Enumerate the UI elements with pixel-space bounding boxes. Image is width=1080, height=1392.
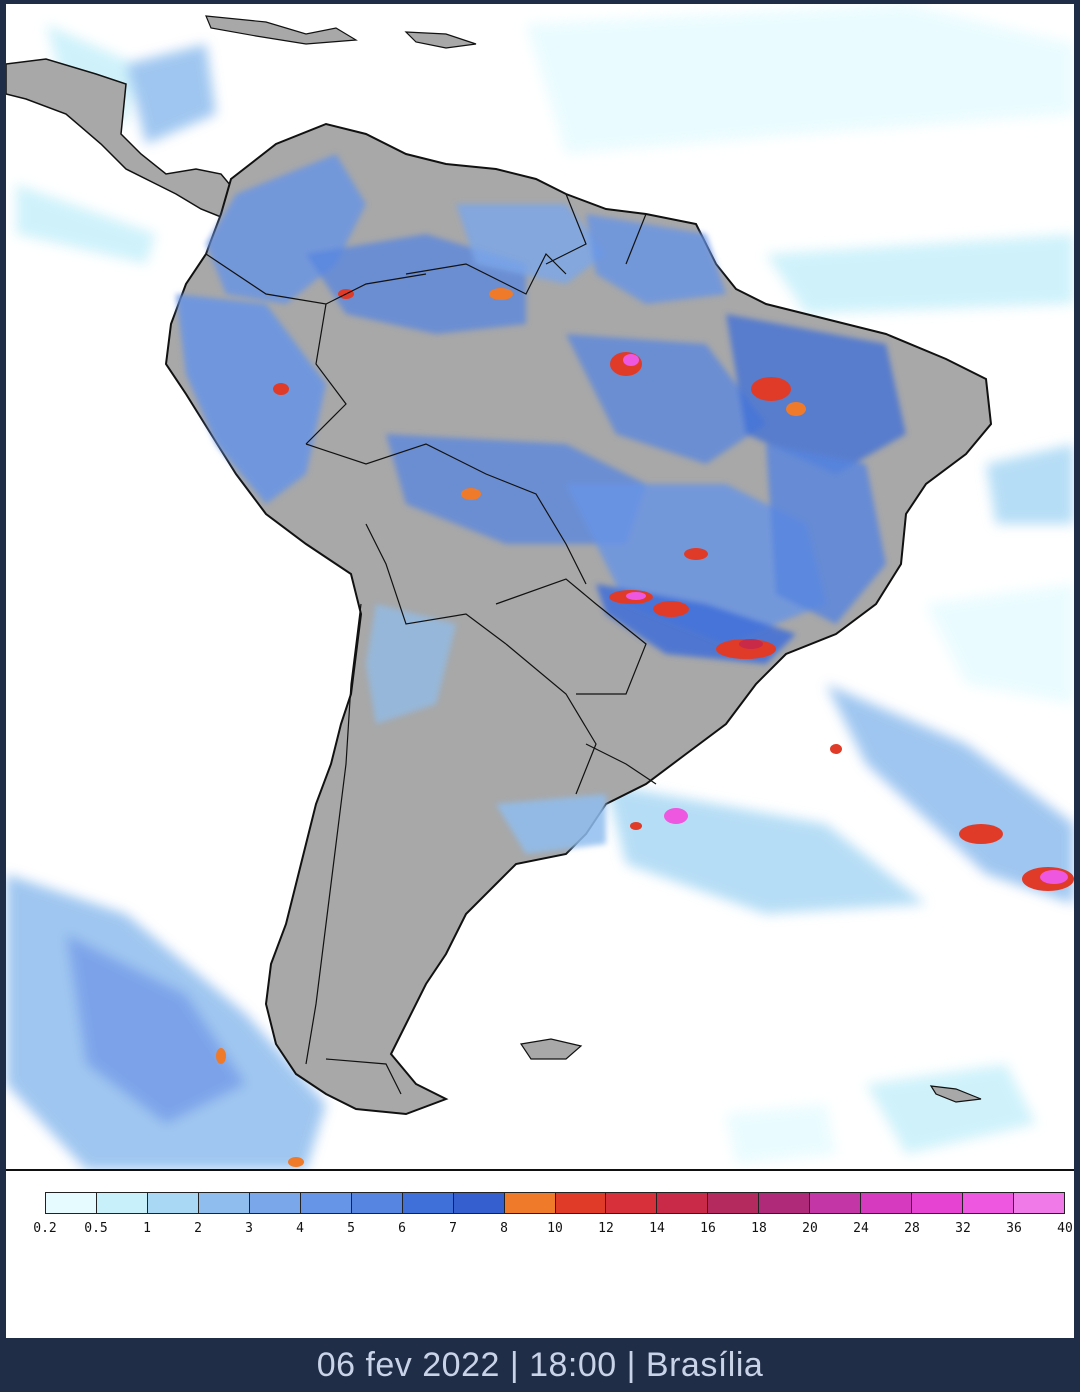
frame-left bbox=[0, 0, 6, 1338]
legend-tick-label: 12 bbox=[598, 1221, 614, 1236]
legend-color-bar bbox=[45, 1192, 1065, 1214]
map-canvas bbox=[6, 4, 1074, 1170]
legend-swatch-8 bbox=[453, 1193, 505, 1213]
legend-swatch-0 bbox=[46, 1193, 97, 1213]
legend-swatch-17 bbox=[912, 1193, 964, 1213]
legend-tick-label: 2 bbox=[194, 1221, 202, 1236]
legend-swatch-10 bbox=[555, 1193, 607, 1213]
legend-swatch-12 bbox=[657, 1193, 709, 1213]
legend-tick-label: 10 bbox=[547, 1221, 563, 1236]
legend-swatch-1 bbox=[96, 1193, 148, 1213]
legend-tick-label: 36 bbox=[1006, 1221, 1022, 1236]
country-borders bbox=[205, 193, 657, 1095]
legend-tick-label: 3 bbox=[245, 1221, 253, 1236]
precipitation-legend: 0.2 0.5 1 2 3 4 5 6 7 8 10 12 14 16 18 20 24 28 32 36 40 bbox=[33, 1192, 1073, 1242]
legend-tick-label: 0.5 bbox=[84, 1221, 108, 1236]
legend-swatch-4 bbox=[249, 1193, 301, 1213]
footer-bar: 06 fev 2022 | 18:00 | Brasília bbox=[0, 1338, 1080, 1392]
legend-swatch-6 bbox=[351, 1193, 403, 1213]
caribbean-islands bbox=[205, 15, 477, 49]
legend-tick-label: 40 bbox=[1057, 1221, 1073, 1236]
frame-right bbox=[1074, 0, 1080, 1338]
legend-swatch-2 bbox=[147, 1193, 199, 1213]
legend-tick-label: 32 bbox=[955, 1221, 971, 1236]
legend-tick-label: 18 bbox=[751, 1221, 767, 1236]
falkland-islands bbox=[519, 1038, 583, 1060]
legend-swatch-5 bbox=[300, 1193, 352, 1213]
footer-caption: 06 fev 2022 | 18:00 | Brasília bbox=[316, 1345, 764, 1384]
legend-swatch-19 bbox=[1014, 1193, 1065, 1213]
legend-tick-label: 0.2 bbox=[33, 1221, 57, 1236]
precipitation-map bbox=[6, 4, 1074, 1170]
legend-tick-label: 6 bbox=[398, 1221, 406, 1236]
legend-swatch-18 bbox=[963, 1193, 1015, 1213]
frame-top bbox=[0, 0, 1080, 4]
legend-tick-label: 24 bbox=[853, 1221, 869, 1236]
legend-swatch-13 bbox=[708, 1193, 760, 1213]
legend-tick-label: 16 bbox=[700, 1221, 716, 1236]
legend-swatch-16 bbox=[861, 1193, 913, 1213]
legend-swatch-9 bbox=[504, 1193, 556, 1213]
legend-swatch-7 bbox=[402, 1193, 454, 1213]
legend-tick-label: 5 bbox=[347, 1221, 355, 1236]
legend-tick-label: 1 bbox=[143, 1221, 151, 1236]
legend-tick-label: 4 bbox=[296, 1221, 304, 1236]
legend-tick-label: 8 bbox=[500, 1221, 508, 1236]
legend-swatch-14 bbox=[759, 1193, 811, 1213]
map-bottom-border bbox=[6, 1169, 1074, 1171]
legend-swatch-15 bbox=[810, 1193, 862, 1213]
south-georgia bbox=[929, 1085, 982, 1103]
legend-tick-label: 20 bbox=[802, 1221, 818, 1236]
legend-tick-label: 7 bbox=[449, 1221, 457, 1236]
legend-swatch-11 bbox=[606, 1193, 658, 1213]
heavy-precip-cores bbox=[216, 288, 1074, 1167]
legend-tick-label: 14 bbox=[649, 1221, 665, 1236]
legend-swatch-3 bbox=[198, 1193, 250, 1213]
legend-tick-label: 28 bbox=[904, 1221, 920, 1236]
